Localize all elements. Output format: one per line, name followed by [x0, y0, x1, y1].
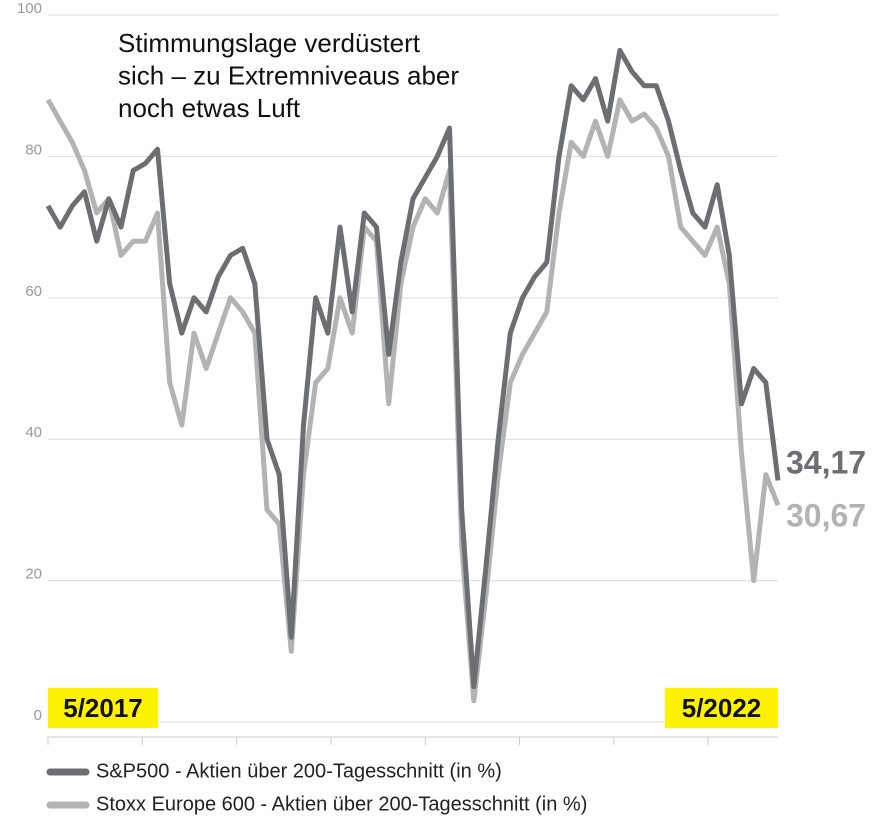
series-line [45, 47, 781, 690]
y-tick-label: 40 [25, 424, 42, 441]
x-tick-label: 5/2017 [63, 693, 143, 723]
x-label-box [48, 688, 158, 728]
value-label: 30,67 [786, 497, 866, 533]
chart-title: sich – zu Extremniveaus aber [118, 60, 459, 90]
series-line [45, 97, 781, 704]
x-tick-label: 5/2022 [682, 693, 762, 723]
y-tick-label: 80 [25, 141, 42, 158]
chart-title: noch etwas Luft [118, 93, 301, 123]
value-label: 34,17 [786, 444, 866, 480]
legend-label: S&P500 - Aktien über 200-Tagesschnitt (i… [96, 760, 502, 782]
x-label-box [665, 688, 778, 728]
y-tick-label: 20 [25, 566, 42, 583]
y-tick-label: 60 [25, 283, 42, 300]
y-tick-label: 100 [17, 0, 42, 17]
chart-title: Stimmungslage verdüstert [118, 28, 421, 58]
legend-label: Stoxx Europe 600 - Aktien über 200-Tages… [96, 793, 587, 815]
y-tick-label: 0 [34, 707, 42, 724]
